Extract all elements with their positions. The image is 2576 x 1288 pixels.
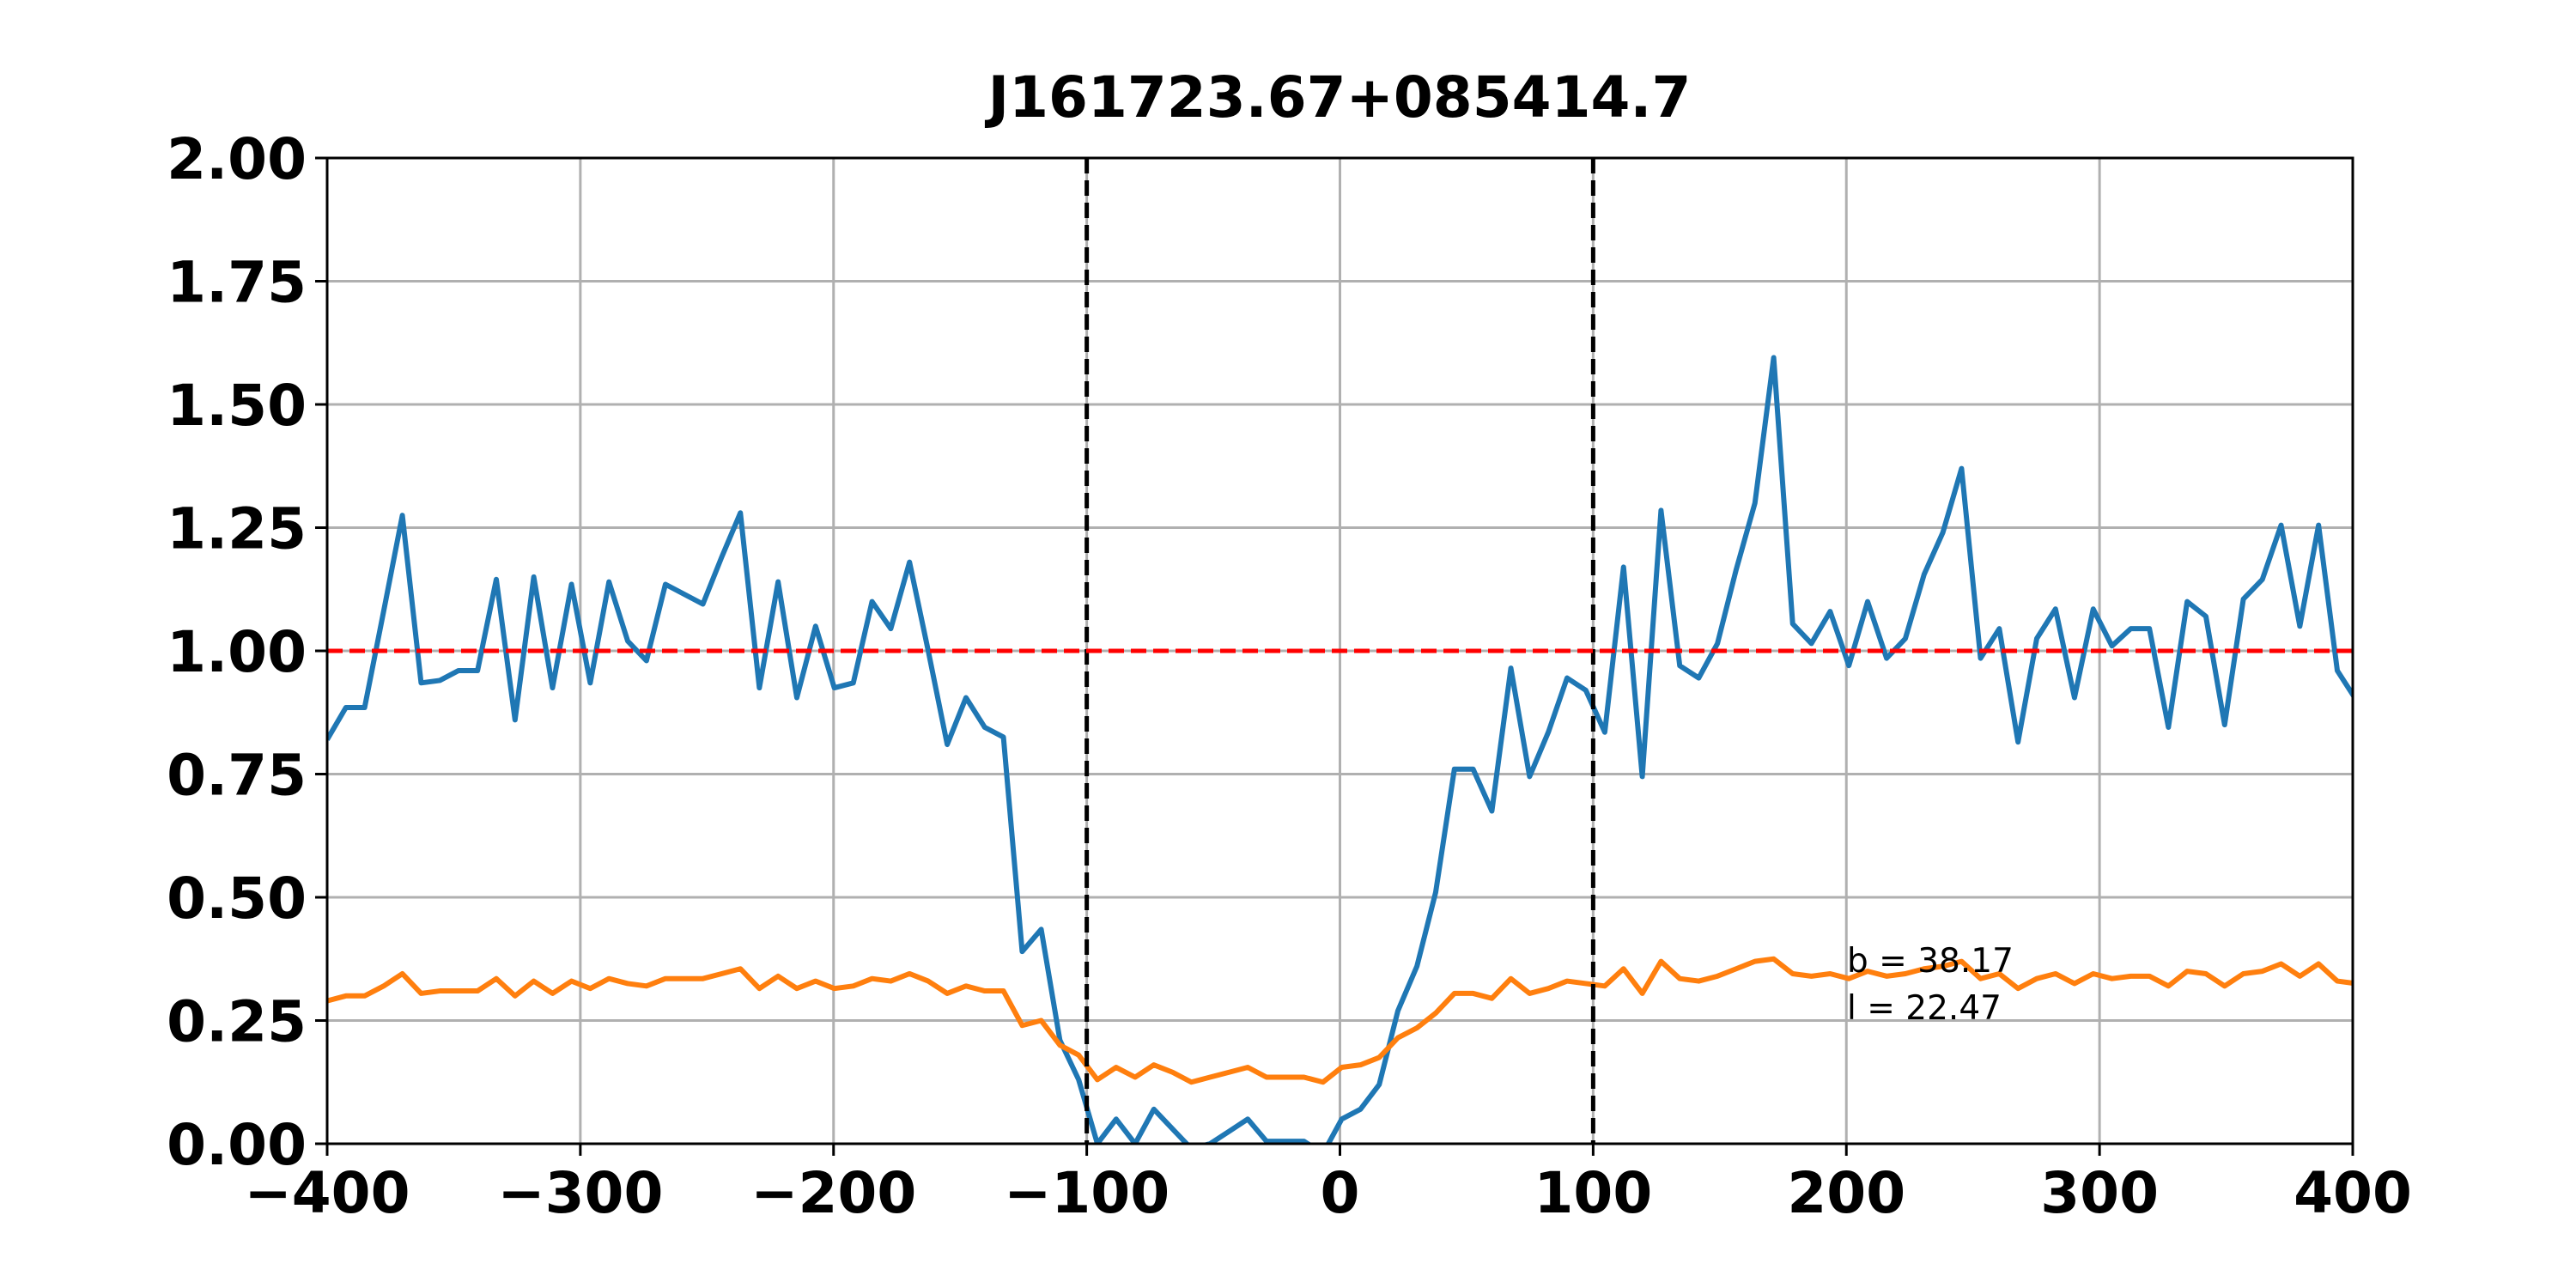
x-tick-label: 100 xyxy=(1534,1160,1652,1226)
data-line xyxy=(327,956,2353,1085)
x-tick-label: 200 xyxy=(1787,1160,1905,1226)
annotation: l = 22.47 xyxy=(1847,989,2002,1028)
chart-title: J161723.67+085414.7 xyxy=(985,64,1692,131)
y-tick-label: 1.00 xyxy=(167,619,307,685)
x-tick-label: −400 xyxy=(244,1160,410,1226)
x-tick-label: 400 xyxy=(2293,1160,2412,1226)
x-tick-label: −100 xyxy=(1004,1160,1170,1226)
x-tick-label: −300 xyxy=(497,1160,663,1226)
y-tick-label: 1.50 xyxy=(167,373,307,439)
x-tick-label: 300 xyxy=(2040,1160,2159,1226)
y-tick-label: 0.75 xyxy=(167,743,307,809)
labels: −400 −300 −200 −100 0 100 200 300 400 0.00 0.25 0.5… xyxy=(167,126,2412,1226)
x-tick-label: −200 xyxy=(750,1160,916,1226)
x-tick-label: 0 xyxy=(1321,1160,1360,1226)
annotation: b = 38.17 xyxy=(1847,942,2014,981)
y-tick-label: 2.00 xyxy=(167,126,307,192)
data-line xyxy=(327,355,2353,1144)
y-tick-label: 1.25 xyxy=(167,496,307,562)
y-tick-label: 0.00 xyxy=(167,1112,307,1178)
y-tick-label: 1.75 xyxy=(167,250,307,316)
y-tick-label: 0.25 xyxy=(167,989,307,1055)
y-tick-label: 0.50 xyxy=(167,866,307,932)
plot-area xyxy=(327,158,2353,1144)
